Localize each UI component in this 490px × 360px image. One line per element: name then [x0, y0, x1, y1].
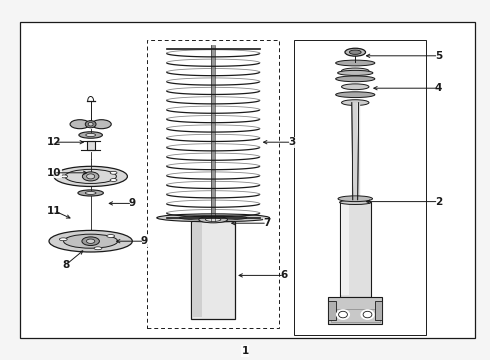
Ellipse shape	[92, 120, 111, 129]
Bar	[191, 221, 235, 319]
Circle shape	[337, 310, 349, 319]
Bar	[294, 40, 426, 335]
Ellipse shape	[338, 196, 372, 202]
Ellipse shape	[179, 215, 247, 220]
Text: 8: 8	[63, 260, 70, 270]
Ellipse shape	[205, 218, 221, 221]
Ellipse shape	[336, 60, 375, 66]
Circle shape	[361, 310, 374, 319]
Ellipse shape	[342, 100, 369, 105]
Ellipse shape	[199, 216, 227, 223]
Ellipse shape	[78, 190, 103, 196]
Ellipse shape	[342, 68, 369, 74]
Ellipse shape	[54, 166, 127, 186]
Ellipse shape	[79, 132, 102, 138]
Ellipse shape	[94, 247, 102, 250]
FancyBboxPatch shape	[328, 297, 382, 324]
Ellipse shape	[340, 200, 371, 204]
Ellipse shape	[82, 172, 99, 181]
Bar	[211, 45, 215, 221]
Text: 3: 3	[288, 137, 295, 147]
Ellipse shape	[110, 179, 117, 181]
Ellipse shape	[70, 120, 90, 129]
Text: 6: 6	[281, 270, 288, 280]
Bar	[331, 309, 380, 322]
Text: 7: 7	[263, 218, 271, 228]
Bar	[341, 204, 349, 295]
Ellipse shape	[86, 133, 96, 136]
Ellipse shape	[349, 50, 361, 54]
Ellipse shape	[61, 175, 68, 178]
Text: 5: 5	[435, 51, 442, 61]
Ellipse shape	[336, 92, 375, 98]
Text: 12: 12	[47, 137, 61, 147]
Text: 4: 4	[435, 83, 442, 93]
Ellipse shape	[87, 174, 95, 179]
Text: 1: 1	[242, 346, 248, 356]
Bar	[328, 301, 336, 320]
Bar	[87, 141, 95, 150]
Ellipse shape	[110, 171, 117, 174]
Text: 9: 9	[141, 236, 148, 246]
Text: 10: 10	[47, 168, 61, 178]
Text: 2: 2	[435, 197, 442, 207]
Ellipse shape	[336, 76, 375, 82]
Bar	[147, 40, 279, 328]
Ellipse shape	[88, 122, 93, 126]
Ellipse shape	[85, 192, 96, 194]
Bar	[193, 223, 202, 317]
Ellipse shape	[338, 71, 373, 75]
Text: 11: 11	[47, 206, 61, 216]
Ellipse shape	[59, 238, 67, 241]
Text: 9: 9	[129, 198, 136, 208]
Ellipse shape	[345, 48, 366, 56]
Ellipse shape	[85, 121, 96, 128]
Ellipse shape	[86, 239, 95, 243]
Bar	[340, 202, 371, 297]
Ellipse shape	[157, 214, 270, 222]
Ellipse shape	[107, 235, 115, 238]
Ellipse shape	[82, 237, 99, 246]
Ellipse shape	[64, 234, 118, 248]
Bar	[375, 301, 382, 320]
Ellipse shape	[342, 84, 369, 90]
Ellipse shape	[49, 230, 132, 252]
Bar	[20, 22, 475, 338]
